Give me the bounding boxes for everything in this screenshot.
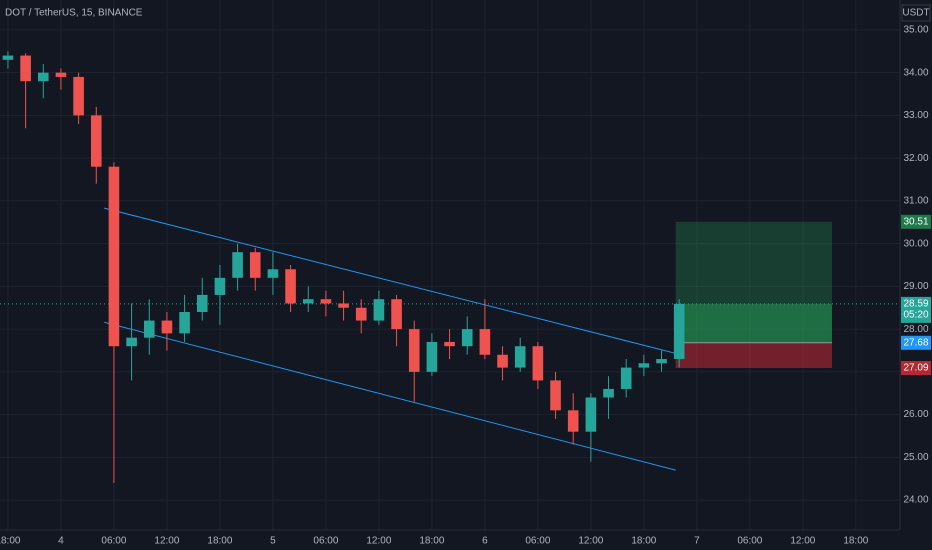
candle-body: [355, 307, 367, 321]
y-tick-label: 33.00: [903, 110, 928, 121]
x-tick-label: 18:00: [207, 536, 232, 547]
channel-line: [104, 321, 676, 471]
x-tick-label: 12:00: [578, 536, 603, 547]
candle-body: [2, 55, 14, 60]
x-tick-label: 7: [694, 536, 700, 547]
candle-body: [302, 299, 314, 304]
y-tick-label: 30.00: [903, 238, 928, 249]
candle-body: [550, 380, 561, 411]
candle-body: [90, 115, 102, 167]
countdown: 05:20: [903, 310, 928, 321]
candle-body: [479, 329, 491, 355]
x-tick-label: 12:00: [366, 536, 391, 547]
candle-body: [143, 320, 155, 338]
candle-body: [638, 363, 650, 368]
plot: [0, 51, 900, 483]
x-tick-label: 06:00: [313, 536, 338, 547]
candle-body: [585, 397, 597, 432]
x-tick-label: 6: [482, 536, 488, 547]
candle-body: [373, 299, 385, 321]
channel-line: [104, 207, 683, 356]
candle-body: [320, 299, 332, 304]
x-tick-label: 4: [58, 536, 64, 547]
y-tick-label: 29.00: [903, 281, 928, 292]
y-tick-label: 24.00: [903, 495, 928, 506]
y-tick-label: 35.00: [903, 25, 928, 36]
x-tick-label: 12:00: [790, 536, 815, 547]
candle-body: [391, 299, 402, 330]
x-tick-label: 18:00: [843, 536, 868, 547]
candle-body: [532, 346, 544, 381]
x-tick-label: 18:00: [0, 536, 21, 547]
candle-body: [196, 294, 208, 313]
candle-body: [408, 329, 420, 372]
price-tag-label: 28.59: [903, 299, 928, 310]
candle-body: [267, 269, 279, 278]
price-tag-label: 30.51: [903, 216, 928, 227]
price-tag: [901, 335, 931, 350]
candle-body: [73, 76, 84, 116]
candle-body: [55, 72, 67, 77]
candle-body: [426, 341, 438, 372]
y-tick-label: 34.00: [903, 67, 928, 78]
candle-body: [338, 303, 349, 308]
y-tick-label: 31.00: [903, 196, 928, 207]
candle-body: [514, 346, 526, 368]
y-tick-label: 32.00: [903, 153, 928, 164]
candle-body: [37, 72, 49, 82]
y-tick-label: 26.00: [903, 409, 928, 420]
candle-body: [126, 337, 137, 347]
candle-body: [285, 269, 296, 304]
x-tick-label: 12:00: [154, 536, 179, 547]
x-tick-label: 06:00: [737, 536, 762, 547]
price-tag: [901, 214, 931, 229]
x-tick-label: 06:00: [101, 536, 126, 547]
y-tick-label: 28.00: [903, 324, 928, 335]
price-tag: [901, 296, 931, 323]
candle-body: [179, 312, 190, 334]
candle-body: [673, 303, 685, 360]
profit-filled: [675, 303, 832, 343]
x-tick-label: 06:00: [525, 536, 550, 547]
x-tick-label: 18:00: [419, 536, 444, 547]
x-tick-label: 18:00: [631, 536, 656, 547]
candle-body: [232, 252, 243, 278]
currency: USDT: [902, 8, 929, 19]
candle-body: [108, 166, 120, 347]
candle-body: [656, 359, 667, 364]
candle-body: [461, 329, 473, 347]
chart-title: DOT / TetherUS, 15, BINANCE: [5, 8, 143, 19]
profit-zone: [675, 221, 832, 343]
price-tag-label: 27.09: [903, 363, 928, 374]
candle-body: [497, 354, 508, 368]
currency-box: [901, 4, 931, 22]
candle-body: [20, 55, 31, 82]
candle-body: [567, 410, 579, 432]
candle-body: [444, 341, 455, 347]
candle-body: [214, 277, 226, 295]
x-tick-label: 5: [270, 536, 276, 547]
loss-zone: [675, 342, 832, 369]
price-tag-label: 27.68: [903, 337, 928, 348]
candle-body: [620, 367, 632, 389]
candle-body: [603, 388, 614, 398]
candle-body: [161, 320, 173, 334]
y-tick-label: 25.00: [903, 452, 928, 463]
price-tag: [901, 361, 931, 376]
candle-body: [249, 252, 261, 278]
